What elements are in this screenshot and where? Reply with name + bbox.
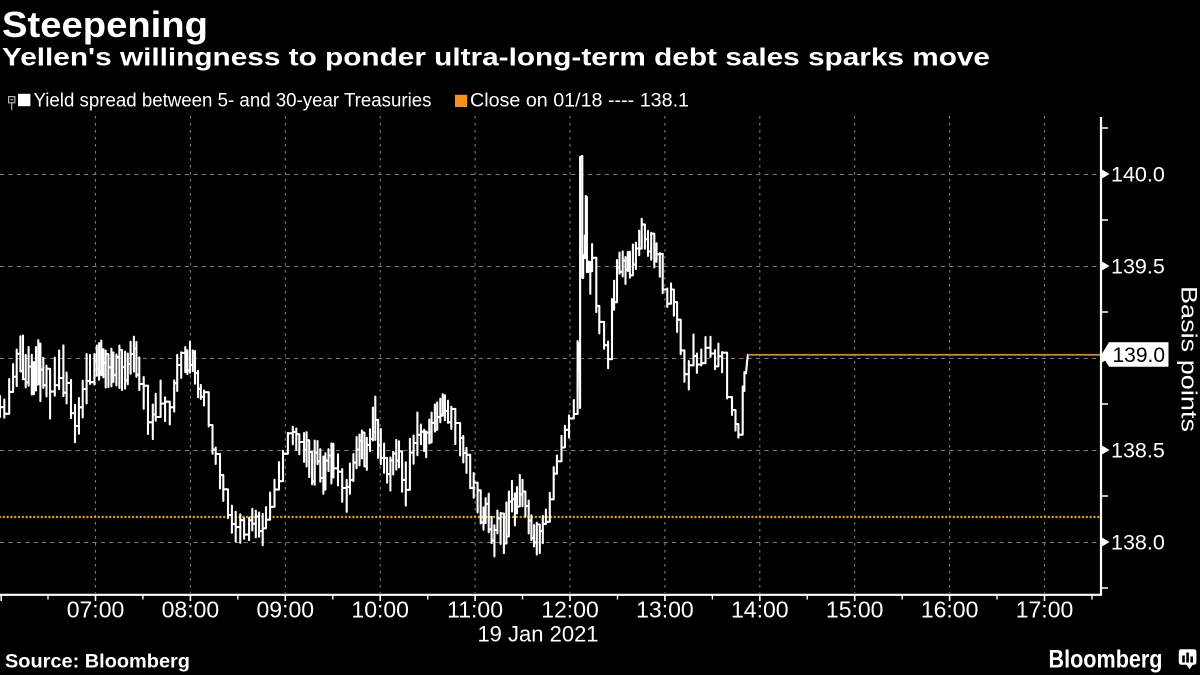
svg-text:138.5: 138.5 — [1111, 439, 1165, 463]
svg-text:19 Jan 2021: 19 Jan 2021 — [477, 622, 598, 647]
svg-text:13:00: 13:00 — [636, 597, 694, 623]
svg-text:11:00: 11:00 — [447, 597, 503, 623]
svg-text:Basis points: Basis points — [1177, 286, 1200, 432]
svg-text:07:00: 07:00 — [67, 597, 125, 623]
svg-text:15:00: 15:00 — [826, 597, 884, 623]
svg-text:10:00: 10:00 — [351, 597, 409, 623]
svg-text:14:00: 14:00 — [731, 597, 789, 623]
svg-text:139.5: 139.5 — [1111, 255, 1165, 279]
svg-text:17:00: 17:00 — [1016, 597, 1074, 623]
svg-text:Source: Bloomberg: Source: Bloomberg — [5, 652, 190, 673]
svg-text:08:00: 08:00 — [162, 597, 220, 623]
svg-text:140.0: 140.0 — [1111, 163, 1165, 187]
svg-text:139.0: 139.0 — [1113, 344, 1166, 367]
svg-text:12:00: 12:00 — [541, 597, 599, 623]
svg-text:Yield spread between 5- and 30: Yield spread between 5- and 30-year Trea… — [34, 91, 432, 112]
svg-text:Yellen's willingness to ponder: Yellen's willingness to ponder ultra-lon… — [2, 44, 990, 72]
svg-text:09:00: 09:00 — [257, 597, 315, 623]
svg-text:Close on 01/18 ---- 138.1: Close on 01/18 ---- 138.1 — [470, 91, 689, 112]
svg-text:16:00: 16:00 — [921, 597, 979, 623]
svg-text:Steepening: Steepening — [2, 4, 208, 45]
svg-text:138.0: 138.0 — [1111, 531, 1165, 555]
svg-text:Bloomberg: Bloomberg — [1049, 646, 1163, 674]
